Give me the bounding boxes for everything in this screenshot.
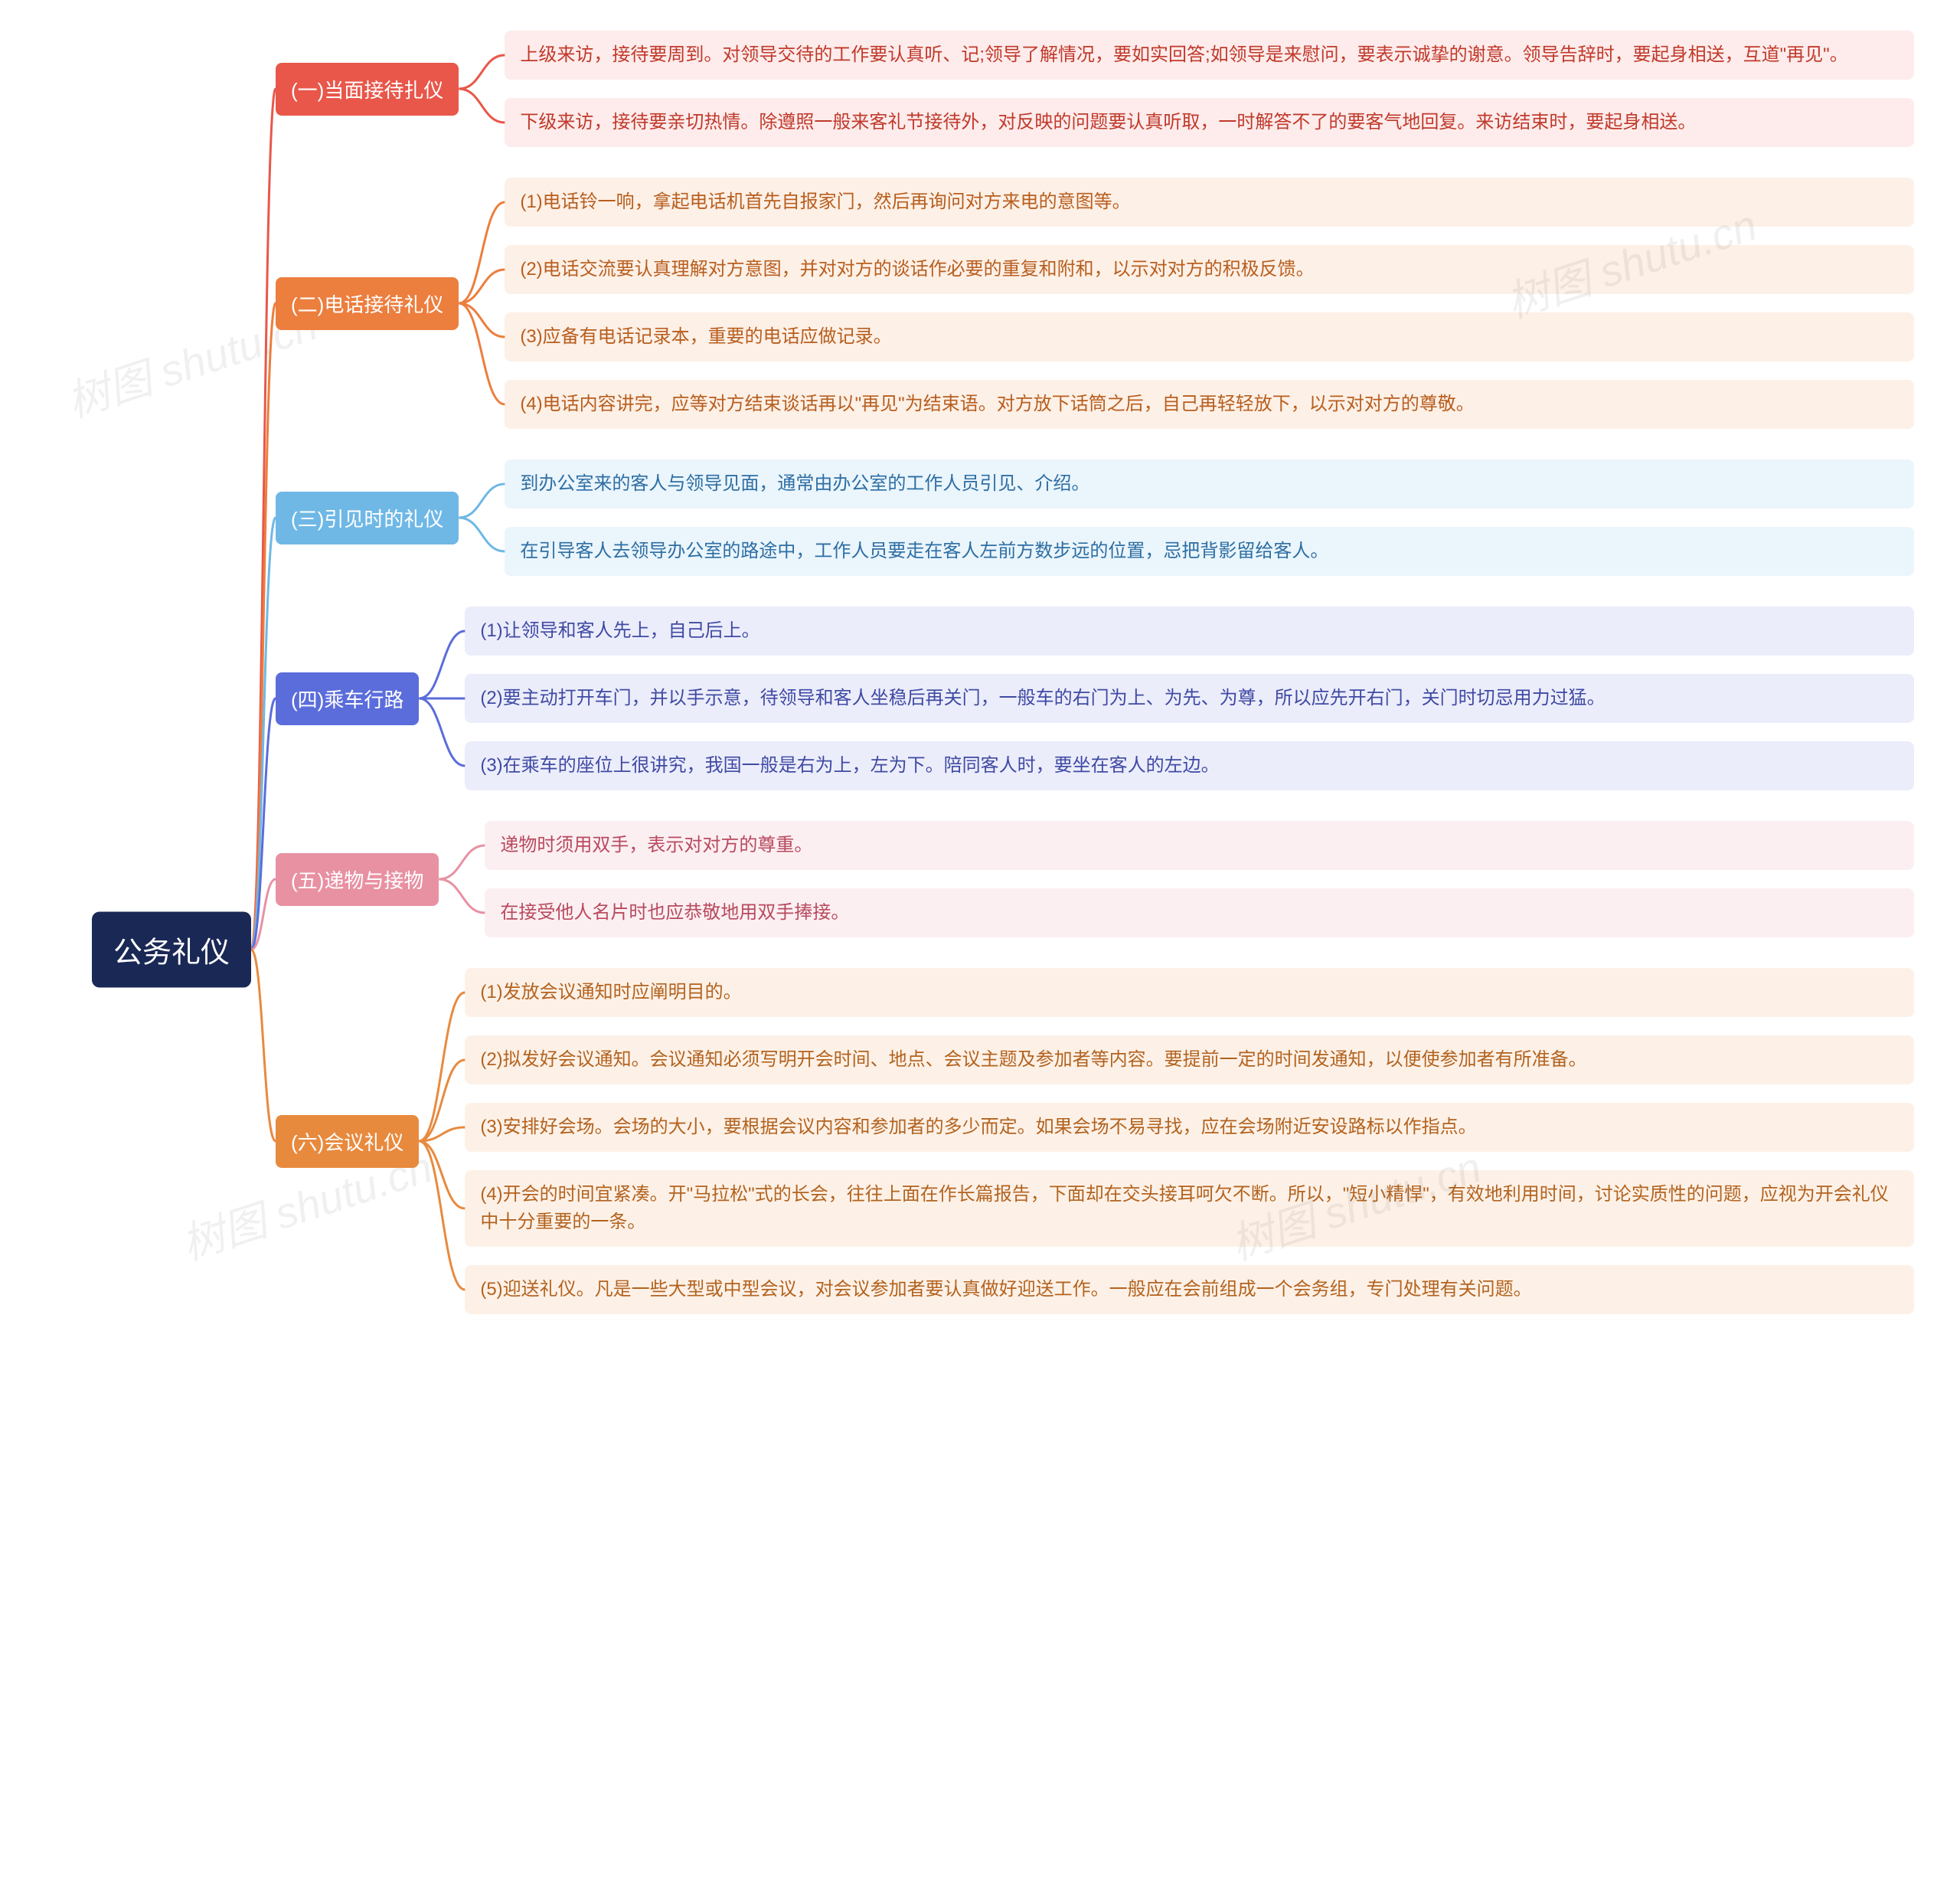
leaf-node: (5)迎送礼仪。凡是一些大型或中型会议，对会议参加者要认真做好迎送工作。一般应在… <box>465 1265 1914 1314</box>
leaf-node: (3)应备有电话记录本，重要的电话应做记录。 <box>505 312 1914 361</box>
branch-b1: (一)当面接待扎仪上级来访，接待要周到。对领导交待的工作要认真听、记;领导了解情… <box>276 31 1914 147</box>
branch-b2: (二)电话接待礼仪 (1)电话铃一响，拿起电话机首先自报家门，然后再询问对方来电的… <box>276 178 1914 429</box>
branch-label: (二)电话接待礼仪 <box>276 277 459 330</box>
leaf-node: (1)让领导和客人先上，自己后上。 <box>465 607 1914 656</box>
leaf-node: 到办公室来的客人与领导见面，通常由办公室的工作人员引见、介绍。 <box>505 459 1914 509</box>
leaf-node: 在接受他人名片时也应恭敬地用双手捧接。 <box>485 888 1914 937</box>
leaves-container: 上级来访，接待要周到。对领导交待的工作要认真听、记;领导了解情况，要如实回答;如… <box>505 31 1914 147</box>
leaf-node: 在引导客人去领导办公室的路途中，工作人员要走在客人左前方数步远的位置，忌把背影留… <box>505 527 1914 576</box>
leaf-node: 上级来访，接待要周到。对领导交待的工作要认真听、记;领导了解情况，要如实回答;如… <box>505 31 1914 80</box>
leaf-node: 递物时须用双手，表示对对方的尊重。 <box>485 821 1914 870</box>
leaf-node: (3)在乘车的座位上很讲究，我国一般是右为上，左为下。陪同客人时，要坐在客人的左… <box>465 741 1914 790</box>
branch-label: (三)引见时的礼仪 <box>276 492 459 544</box>
leaves-container: (1)让领导和客人先上，自己后上。 (2)要主动打开车门，并以手示意，待领导和客人… <box>465 607 1914 790</box>
leaf-node: (2)要主动打开车门，并以手示意，待领导和客人坐稳后再关门，一般车的右门为上、为… <box>465 674 1914 723</box>
leaves-container: 递物时须用双手，表示对对方的尊重。在接受他人名片时也应恭敬地用双手捧接。 <box>485 821 1914 937</box>
branch-label: (六)会议礼仪 <box>276 1115 419 1168</box>
leaf-node: 下级来访，接待要亲切热情。除遵照一般来客礼节接待外，对反映的问题要认真听取，一时… <box>505 98 1914 147</box>
leaf-node: (2)电话交流要认真理解对方意图，并对对方的谈话作必要的重复和附和，以示对对方的… <box>505 245 1914 294</box>
mindmap-container: 公务礼仪 (一)当面接待扎仪上级来访，接待要周到。对领导交待的工作要认真听、记;… <box>46 31 1914 1869</box>
leaf-node: (3)安排好会场。会场的大小，要根据会议内容和参加者的多少而定。如果会场不易寻找… <box>465 1103 1914 1152</box>
leaf-node: (4)开会的时间宜紧凑。开"马拉松"式的长会，往往上面在作长篇报告，下面却在交头… <box>465 1170 1914 1247</box>
branch-b4: (四)乘车行路 (1)让领导和客人先上，自己后上。 (2)要主动打开车门，并以手示意… <box>276 607 1914 790</box>
leaves-container: (1)发放会议通知时应阐明目的。 (2)拟发好会议通知。会议通知必须写明开会时间、… <box>465 968 1914 1314</box>
branches-container: (一)当面接待扎仪上级来访，接待要周到。对领导交待的工作要认真听、记;领导了解情… <box>276 31 1914 1345</box>
leaf-node: (1)发放会议通知时应阐明目的。 <box>465 968 1914 1017</box>
leaves-container: 到办公室来的客人与领导见面，通常由办公室的工作人员引见、介绍。在引导客人去领导办… <box>505 459 1914 576</box>
leaf-node: (1)电话铃一响，拿起电话机首先自报家门，然后再询问对方来电的意图等。 <box>505 178 1914 227</box>
leaf-node: (2)拟发好会议通知。会议通知必须写明开会时间、地点、会议主题及参加者等内容。要… <box>465 1035 1914 1084</box>
branch-b5: (五)递物与接物递物时须用双手，表示对对方的尊重。在接受他人名片时也应恭敬地用双… <box>276 821 1914 937</box>
root-node: 公务礼仪 <box>92 912 251 988</box>
branch-label: (一)当面接待扎仪 <box>276 63 459 116</box>
branch-label: (四)乘车行路 <box>276 672 419 725</box>
branch-b3: (三)引见时的礼仪到办公室来的客人与领导见面，通常由办公室的工作人员引见、介绍。… <box>276 459 1914 576</box>
branch-label: (五)递物与接物 <box>276 853 439 906</box>
branch-b6: (六)会议礼仪 (1)发放会议通知时应阐明目的。 (2)拟发好会议通知。会议通知必须… <box>276 968 1914 1314</box>
leaf-node: (4)电话内容讲完，应等对方结束谈话再以"再见"为结束语。对方放下话筒之后，自己… <box>505 380 1914 429</box>
leaves-container: (1)电话铃一响，拿起电话机首先自报家门，然后再询问对方来电的意图等。 (2)电话… <box>505 178 1914 429</box>
